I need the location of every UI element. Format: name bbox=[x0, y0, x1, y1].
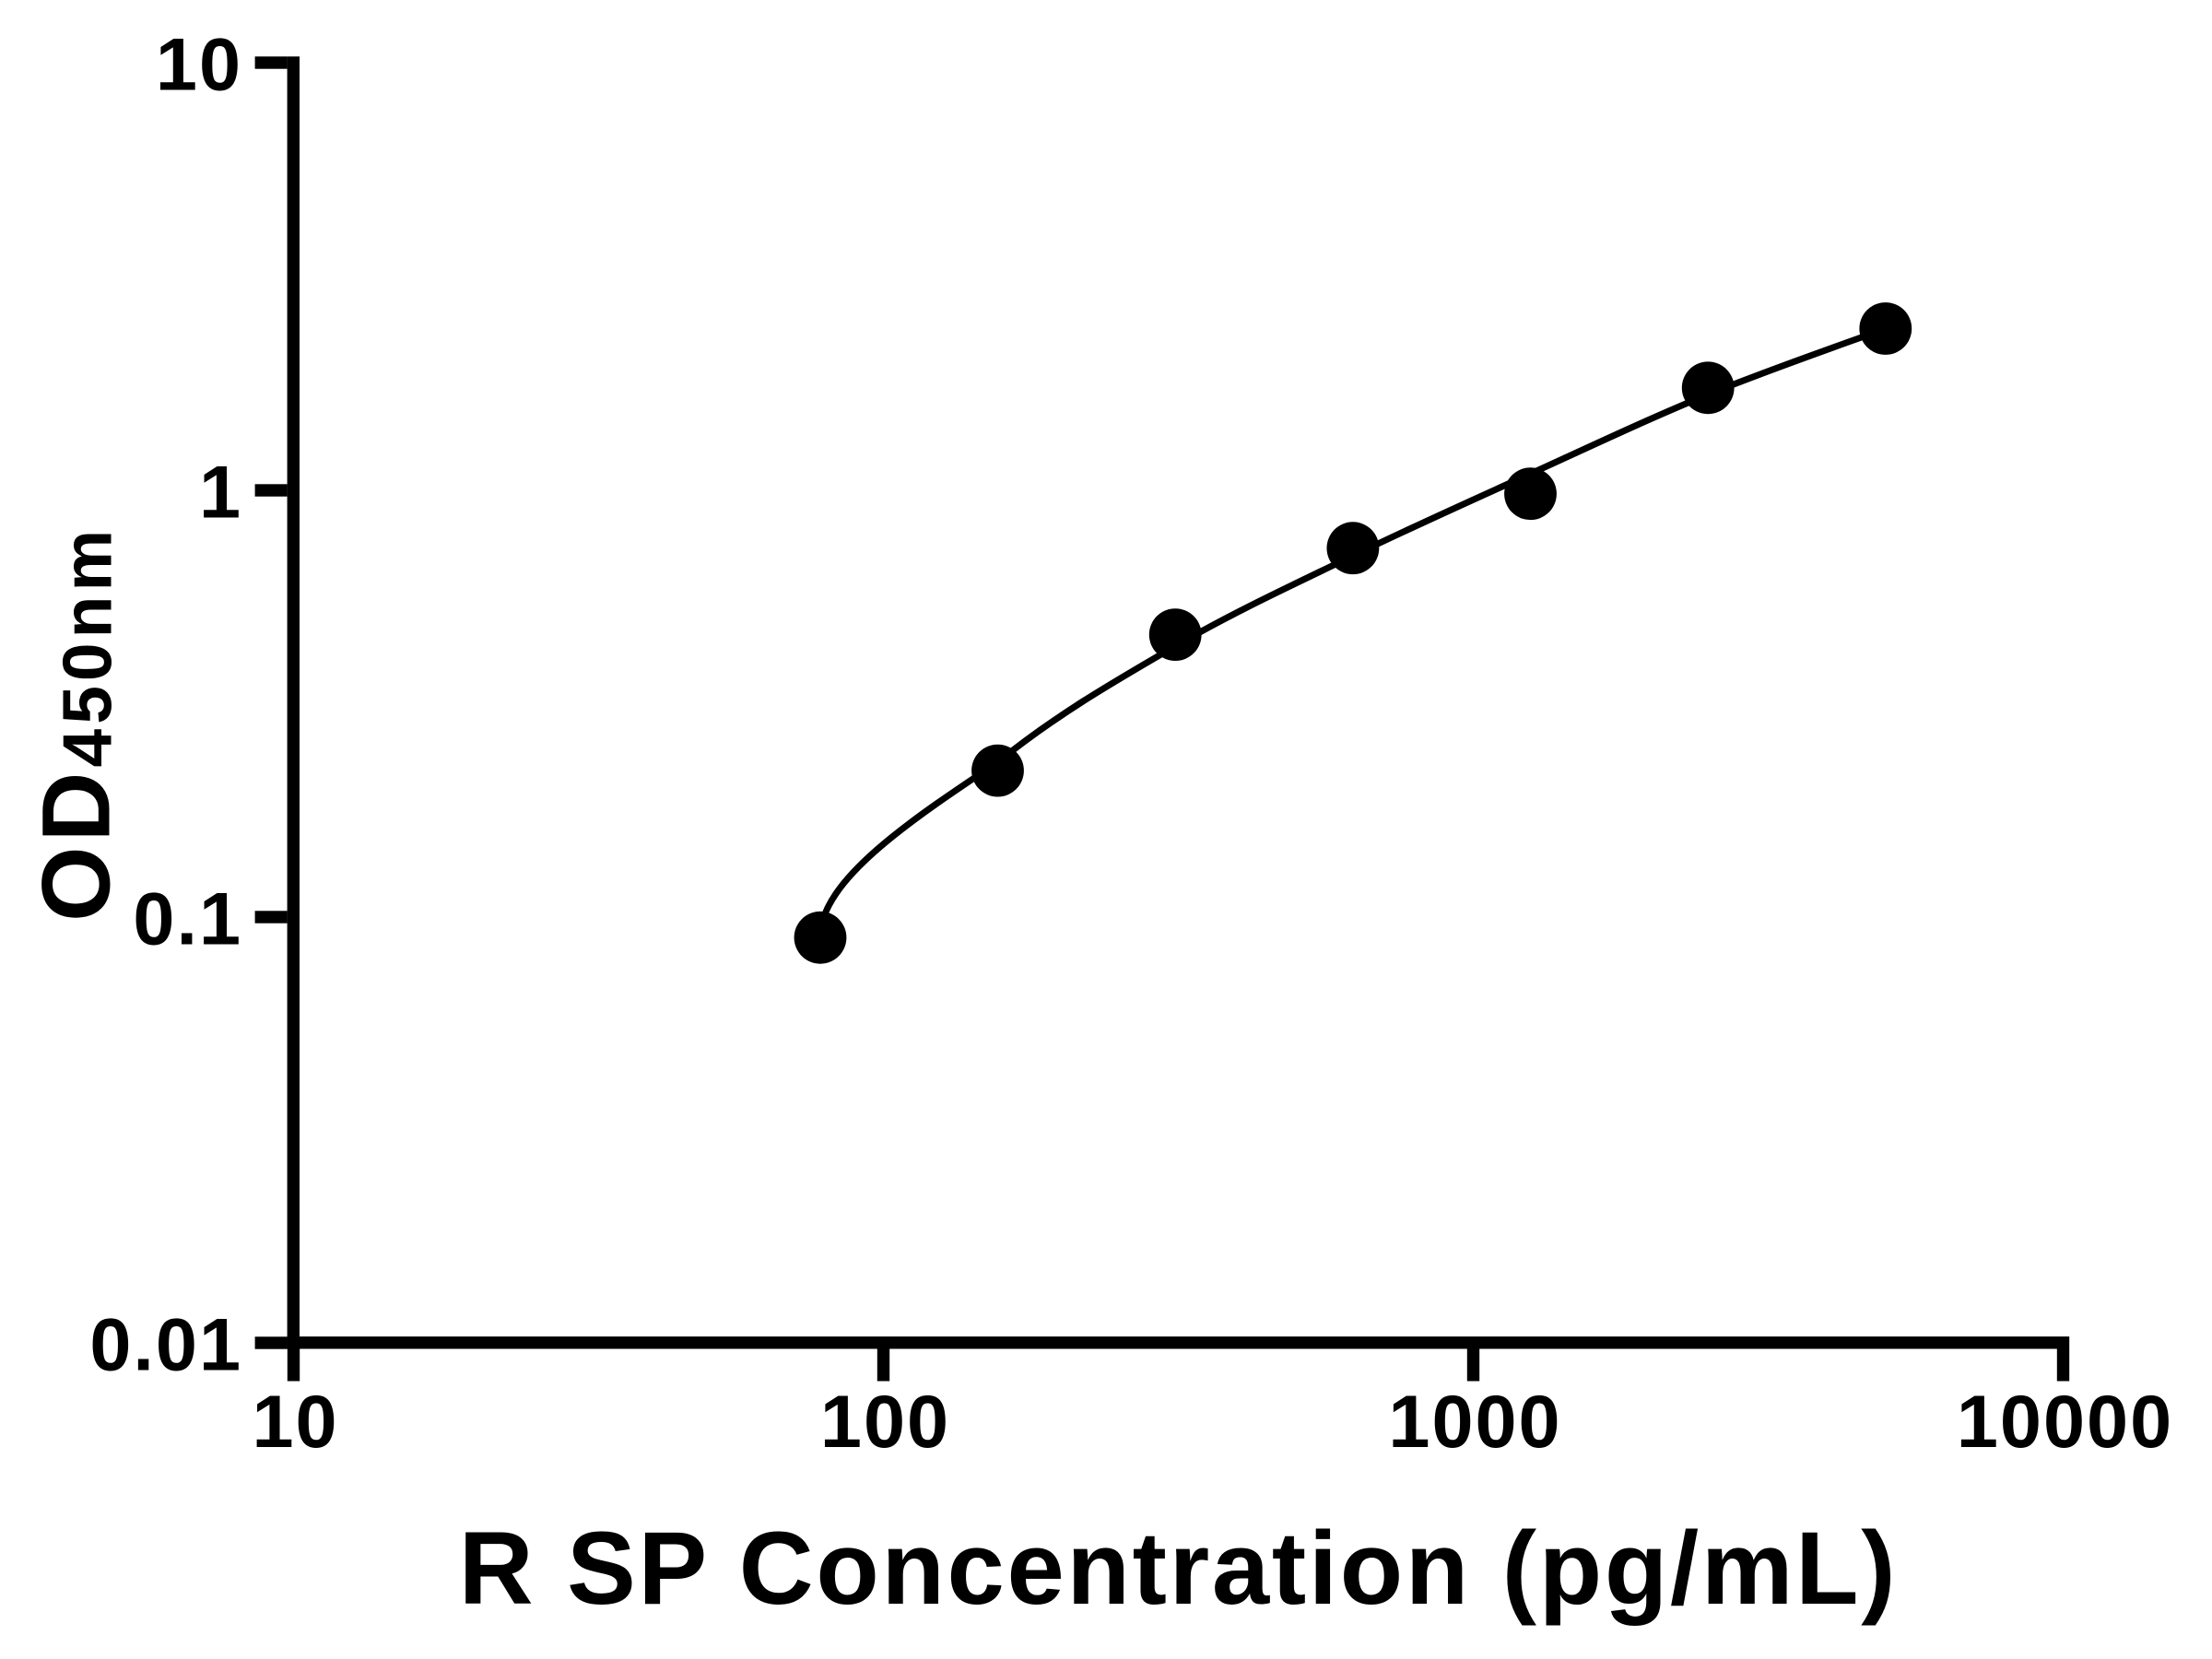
svg-text:R SP Concentration (pg/mL): R SP Concentration (pg/mL) bbox=[459, 1511, 1898, 1626]
svg-text:10000: 10000 bbox=[1957, 1381, 2173, 1464]
svg-text:0.1: 0.1 bbox=[133, 878, 242, 961]
svg-text:10: 10 bbox=[252, 1381, 338, 1464]
svg-text:1000: 1000 bbox=[1388, 1381, 1561, 1464]
svg-text:10: 10 bbox=[156, 24, 242, 107]
svg-text:100: 100 bbox=[820, 1381, 950, 1464]
svg-text:0.01: 0.01 bbox=[89, 1304, 242, 1387]
svg-text:1: 1 bbox=[199, 452, 242, 535]
